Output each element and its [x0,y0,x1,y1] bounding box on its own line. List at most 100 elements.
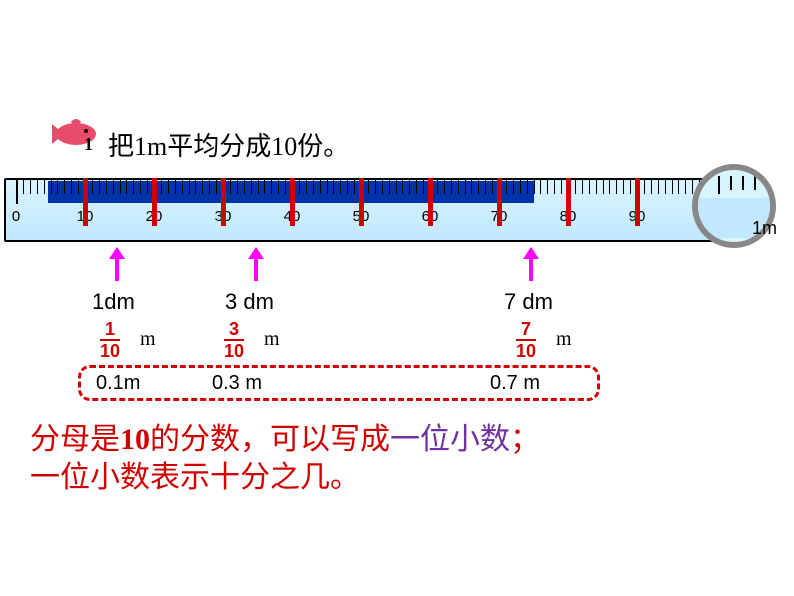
pointer-arrow [523,247,539,283]
ruler-end-label: 1m [752,218,777,239]
tick-minor [644,180,645,194]
tick-minor [458,180,459,194]
fraction: 110 [100,320,120,360]
red-division-bar [83,178,88,226]
tick-minor [389,180,390,194]
tick-minor [51,180,52,194]
tick-minor [396,180,397,194]
tick-minor [375,180,376,194]
tick-minor [216,180,217,194]
tick-minor [299,180,300,194]
tick-minor [485,180,486,194]
tick-minor [685,180,686,194]
tick-minor [402,180,403,194]
tick-minor [665,180,666,194]
tick-minor [133,180,134,194]
tick-minor [437,180,438,194]
tick-minor [327,180,328,194]
tick-minor [520,180,521,194]
tick-minor [126,180,127,194]
tick-minor [451,180,452,194]
fraction: 710 [516,320,536,360]
tick-minor [230,180,231,194]
tick-minor [278,180,279,194]
tick-minor [258,180,259,194]
tick-minor [175,180,176,194]
red-division-bar [221,178,226,226]
tick-minor [209,180,210,194]
red-division-bar [290,178,295,226]
tick-minor [478,180,479,194]
tick-minor [333,180,334,194]
tick-minor [271,180,272,194]
tick-minor [237,180,238,194]
pointer-arrow [248,247,264,283]
tick-minor [582,180,583,194]
tick-minor [630,180,631,194]
tick-minor [340,180,341,194]
tick-minor [320,180,321,194]
tick-minor [347,180,348,194]
tick-minor [616,180,617,194]
tick-minor [251,180,252,194]
decimal-label: 0.7 m [490,372,540,395]
tick-minor [492,180,493,194]
tick-minor [120,180,121,194]
tick-minor [30,180,31,194]
tick-minor [161,180,162,194]
red-division-bar [428,178,433,226]
tick-minor [554,180,555,194]
tick-minor [651,180,652,194]
tick-minor [71,180,72,194]
tick-minor [692,180,693,194]
tick-minor [306,180,307,194]
tick-minor [106,180,107,194]
tick-minor [527,180,528,194]
tick-minor [182,180,183,194]
tick-minor [44,180,45,194]
tick-minor [382,180,383,194]
red-division-bar [152,178,157,226]
red-division-bar [359,178,364,226]
tick-minor [64,180,65,194]
tick-minor [603,180,604,194]
tick-minor [678,180,679,194]
dm-label: 7 dm [504,289,553,315]
tick-minor [409,180,410,194]
tick-minor [596,180,597,194]
tick-minor [423,180,424,194]
tick-minor [264,180,265,194]
tick-minor [78,180,79,194]
decimal-label: 0.1m [96,372,140,395]
fraction: 310 [224,320,244,360]
example-number-badge: 1 [84,134,93,155]
tick-minor [23,180,24,194]
tick-minor [147,180,148,194]
tick-major [16,180,18,204]
tick-minor [92,180,93,194]
tick-minor [540,180,541,194]
tick-minor [113,180,114,194]
tick-minor [609,180,610,194]
dm-label: 3 dm [225,289,274,315]
pointer-arrow [109,247,125,283]
tick-minor [561,180,562,194]
tick-minor [140,180,141,194]
title-text: 把1m平均分成10份。 [108,126,349,163]
fraction-unit: m [264,328,280,351]
tick-minor [202,180,203,194]
tick-minor [195,180,196,194]
fish-icon [50,118,106,155]
tick-minor [313,180,314,194]
tick-minor [168,180,169,194]
tick-minor [623,180,624,194]
decimal-label: 0.3 m [212,372,262,395]
fraction-unit: m [140,328,156,351]
tick-minor [672,180,673,194]
fraction-unit: m [556,328,572,351]
tick-minor [285,180,286,194]
tick-minor [57,180,58,194]
tick-minor [658,180,659,194]
tick-minor [575,180,576,194]
summary-line-2: 一位小数表示十分之几。 [30,452,360,496]
